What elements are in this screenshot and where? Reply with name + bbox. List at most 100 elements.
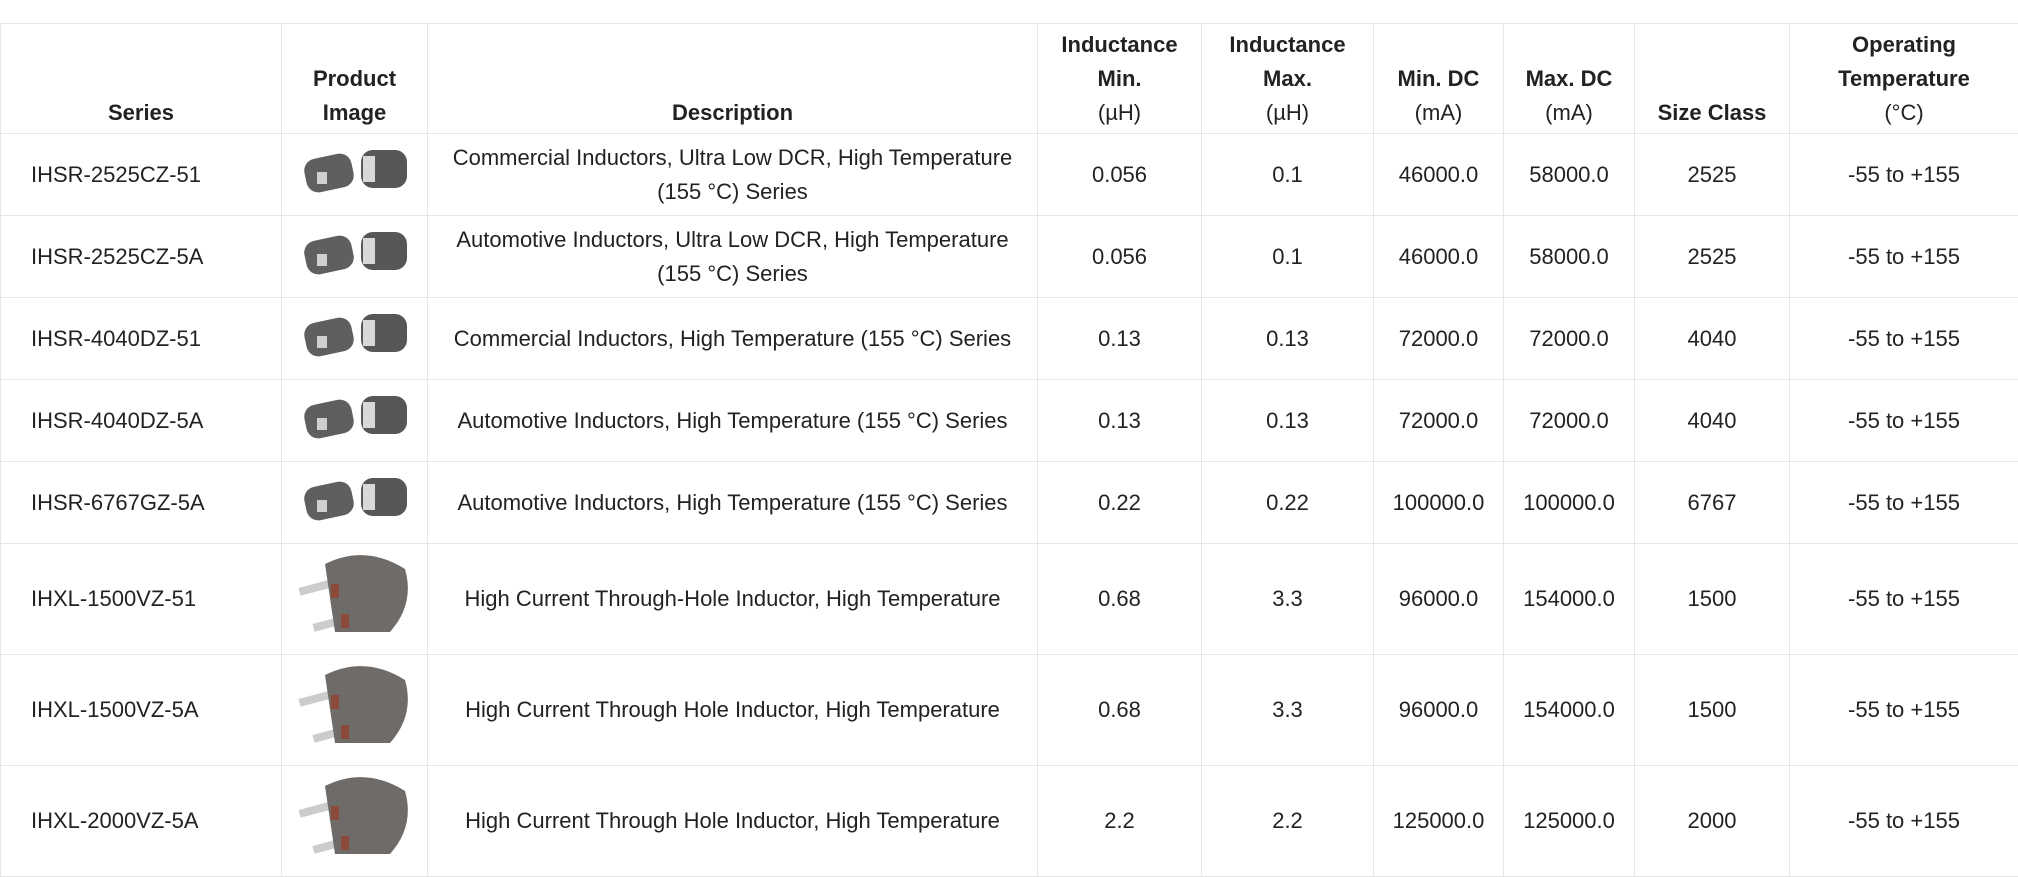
cell: 4040: [1635, 380, 1790, 462]
cell: 96000.0: [1374, 655, 1504, 766]
cell: 3.3: [1202, 655, 1374, 766]
image-cell: [282, 655, 428, 766]
product-image: [295, 388, 415, 444]
cell: Automotive Inductors, High Temperature (…: [428, 462, 1038, 544]
header-title: Operating Temperature: [1838, 32, 1970, 91]
cell: 46000.0: [1374, 216, 1504, 298]
cell: 72000.0: [1374, 380, 1504, 462]
column-header: Description: [428, 24, 1038, 134]
cell: 0.1: [1202, 216, 1374, 298]
header-unit: (mA): [1512, 96, 1626, 130]
image-cell: [282, 380, 428, 462]
cell: 100000.0: [1374, 462, 1504, 544]
header-title: Min. DC: [1398, 66, 1480, 91]
image-cell: [282, 298, 428, 380]
table-body: IHSR-2525CZ-51 Commercial Inductors, Ultr…: [1, 134, 2018, 877]
cell: 1500: [1635, 544, 1790, 655]
table-wrap: Series Product Image Description Inductance…: [0, 23, 2018, 877]
cell: 1500: [1635, 655, 1790, 766]
cell: 154000.0: [1504, 655, 1635, 766]
cell: 58000.0: [1504, 216, 1635, 298]
column-header: Min. DC (mA): [1374, 24, 1504, 134]
image-cell: [282, 134, 428, 216]
cell: 0.056: [1038, 216, 1202, 298]
cell: -55 to +155: [1790, 462, 2018, 544]
cell: 3.3: [1202, 544, 1374, 655]
cell: 2.2: [1202, 766, 1374, 877]
cell: 125000.0: [1504, 766, 1635, 877]
header-title: Description: [672, 100, 793, 125]
cell: 0.22: [1038, 462, 1202, 544]
series-cell: IHXL-1500VZ-5A: [1, 655, 282, 766]
column-header: Product Image: [282, 24, 428, 134]
cell: 0.13: [1038, 380, 1202, 462]
header-unit: (mA): [1382, 96, 1495, 130]
cell: -55 to +155: [1790, 298, 2018, 380]
cell: 125000.0: [1374, 766, 1504, 877]
product-image: [295, 655, 415, 755]
product-image: [295, 544, 415, 644]
table-row: IHSR-2525CZ-51 Commercial Inductors, Ultr…: [1, 134, 2018, 216]
header-title: Inductance Min.: [1061, 32, 1177, 91]
header-unit: (µH): [1046, 96, 1193, 130]
cell: 100000.0: [1504, 462, 1635, 544]
cell: -55 to +155: [1790, 216, 2018, 298]
cell: Automotive Inductors, Ultra Low DCR, Hig…: [428, 216, 1038, 298]
cell: High Current Through-Hole Inductor, High…: [428, 544, 1038, 655]
table-row: IHSR-4040DZ-5A Automotive Inductors, High…: [1, 380, 2018, 462]
cell: 0.056: [1038, 134, 1202, 216]
table-row: IHXL-2000VZ-5A High Current Through Hole …: [1, 766, 2018, 877]
top-bar: [0, 0, 2018, 24]
header-unit: (µH): [1210, 96, 1365, 130]
product-image: [295, 470, 415, 526]
header-title: Max. DC: [1526, 66, 1613, 91]
product-table: Series Product Image Description Inductance…: [0, 23, 2018, 877]
cell: 4040: [1635, 298, 1790, 380]
table-row: IHXL-1500VZ-51 High Current Through-Hole …: [1, 544, 2018, 655]
series-cell: IHSR-2525CZ-51: [1, 134, 282, 216]
cell: 2.2: [1038, 766, 1202, 877]
header-unit: (°C): [1798, 96, 2010, 130]
cell: 0.68: [1038, 655, 1202, 766]
header-title: Size Class: [1658, 100, 1767, 125]
cell: 46000.0: [1374, 134, 1504, 216]
image-cell: [282, 544, 428, 655]
column-header: Max. DC (mA): [1504, 24, 1635, 134]
cell: 0.22: [1202, 462, 1374, 544]
cell: 72000.0: [1504, 298, 1635, 380]
cell: High Current Through Hole Inductor, High…: [428, 766, 1038, 877]
cell: 72000.0: [1374, 298, 1504, 380]
cell: 0.13: [1038, 298, 1202, 380]
cell: 0.13: [1202, 298, 1374, 380]
cell: Automotive Inductors, High Temperature (…: [428, 380, 1038, 462]
table-row: IHSR-6767GZ-5A Automotive Inductors, High…: [1, 462, 2018, 544]
header-title: Series: [108, 100, 174, 125]
column-header: Series: [1, 24, 282, 134]
product-image: [295, 224, 415, 280]
series-cell: IHXL-1500VZ-51: [1, 544, 282, 655]
cell: 2525: [1635, 216, 1790, 298]
image-cell: [282, 462, 428, 544]
cell: 2525: [1635, 134, 1790, 216]
cell: Commercial Inductors, High Temperature (…: [428, 298, 1038, 380]
cell: -55 to +155: [1790, 380, 2018, 462]
image-cell: [282, 216, 428, 298]
cell: 2000: [1635, 766, 1790, 877]
cell: -55 to +155: [1790, 766, 2018, 877]
cell: Commercial Inductors, Ultra Low DCR, Hig…: [428, 134, 1038, 216]
column-header: Operating Temperature (°C): [1790, 24, 2018, 134]
series-cell: IHSR-4040DZ-5A: [1, 380, 282, 462]
cell: High Current Through Hole Inductor, High…: [428, 655, 1038, 766]
product-image: [295, 766, 415, 866]
series-cell: IHXL-2000VZ-5A: [1, 766, 282, 877]
cell: 58000.0: [1504, 134, 1635, 216]
column-header: Size Class: [1635, 24, 1790, 134]
header-title: Product Image: [313, 66, 396, 125]
product-image: [295, 306, 415, 362]
column-header: Inductance Min. (µH): [1038, 24, 1202, 134]
cell: 0.13: [1202, 380, 1374, 462]
series-cell: IHSR-6767GZ-5A: [1, 462, 282, 544]
product-image: [295, 142, 415, 198]
cell: -55 to +155: [1790, 655, 2018, 766]
